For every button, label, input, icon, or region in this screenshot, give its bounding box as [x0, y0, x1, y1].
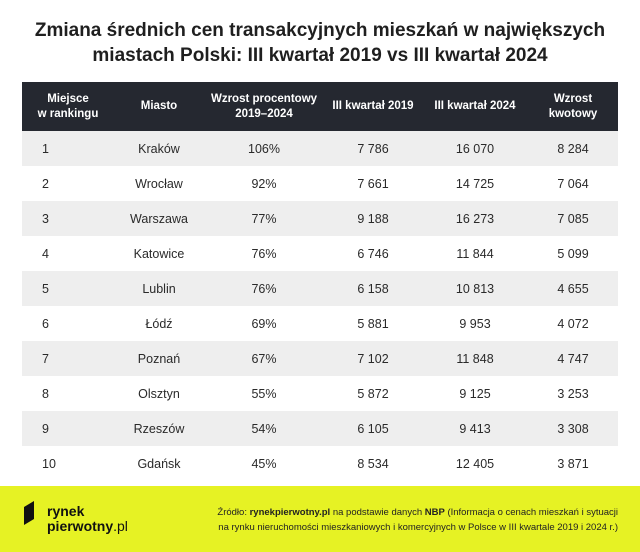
cell-rank: 10 [22, 446, 114, 481]
ranking-table: Miejsce w rankingu Miasto Wzrost procento… [22, 82, 618, 481]
cell-city: Wrocław [114, 166, 204, 201]
cell-amount-growth: 3 871 [528, 446, 618, 481]
cell-q3-2024: 9 125 [422, 376, 528, 411]
cell-city: Olsztyn [114, 376, 204, 411]
title-line-1: Zmiana średnich cen transakcyjnych miesz… [34, 20, 606, 41]
cell-amount-growth: 4 072 [528, 306, 618, 341]
cell-percent-growth: 67% [204, 341, 324, 376]
brand-logo: rynek pierwotny.pl [22, 501, 128, 537]
cell-rank: 7 [22, 341, 114, 376]
cell-q3-2019: 7 102 [324, 341, 422, 376]
cell-q3-2019: 5 881 [324, 306, 422, 341]
source-note: Źródło: rynekpierwotny.pl na podstawie d… [148, 505, 618, 535]
chart-title: Zmiana średnich cen transakcyjnych miesz… [0, 18, 640, 68]
cell-city: Katowice [114, 236, 204, 271]
cell-q3-2024: 11 848 [422, 341, 528, 376]
cell-city: Lublin [114, 271, 204, 306]
cell-percent-growth: 54% [204, 411, 324, 446]
cell-q3-2024: 14 725 [422, 166, 528, 201]
cell-rank: 6 [22, 306, 114, 341]
cell-q3-2019: 9 188 [324, 201, 422, 236]
header-rank: Miejsce w rankingu [22, 82, 114, 131]
cell-amount-growth: 7 085 [528, 201, 618, 236]
header-percent-growth: Wzrost procentowy 2019–2024 [204, 82, 324, 131]
cell-percent-growth: 55% [204, 376, 324, 411]
source-mid: na podstawie danych [330, 507, 425, 518]
table-header-row: Miejsce w rankingu Miasto Wzrost procento… [22, 82, 618, 131]
header-amount-growth: Wzrost kwotowy [528, 82, 618, 131]
cell-q3-2019: 6 746 [324, 236, 422, 271]
brand-line-1: rynek [47, 503, 85, 519]
table-row: 1 Kraków 106% 7 786 16 070 8 284 [22, 131, 618, 166]
cell-percent-growth: 106% [204, 131, 324, 166]
cell-q3-2024: 12 405 [422, 446, 528, 481]
source-nbp: NBP [424, 507, 445, 518]
cell-q3-2024: 16 273 [422, 201, 528, 236]
cell-q3-2019: 8 534 [324, 446, 422, 481]
cell-rank: 2 [22, 166, 114, 201]
cell-amount-growth: 3 253 [528, 376, 618, 411]
brand-line-2: pierwotny [47, 518, 114, 534]
cell-percent-growth: 45% [204, 446, 324, 481]
cell-city: Łódź [114, 306, 204, 341]
cell-city: Gdańsk [114, 446, 204, 481]
table-row: 3 Warszawa 77% 9 188 16 273 7 085 [22, 201, 618, 236]
brand-tld: .pl [113, 518, 128, 534]
cell-q3-2019: 6 158 [324, 271, 422, 306]
table-row: 6 Łódź 69% 5 881 9 953 4 072 [22, 306, 618, 341]
cell-rank: 8 [22, 376, 114, 411]
table-row: 2 Wrocław 92% 7 661 14 725 7 064 [22, 166, 618, 201]
cell-percent-growth: 77% [204, 201, 324, 236]
cell-amount-growth: 3 308 [528, 411, 618, 446]
header-q3-2024: III kwartał 2024 [422, 82, 528, 131]
cell-percent-growth: 76% [204, 236, 324, 271]
footer-bar: rynek pierwotny.pl Źródło: rynekpierwotn… [0, 486, 640, 552]
table-body: 1 Kraków 106% 7 786 16 070 8 284 2 Wrocław 92% 7 … [22, 131, 618, 481]
cell-rank: 4 [22, 236, 114, 271]
cell-amount-growth: 4 655 [528, 271, 618, 306]
cell-rank: 5 [22, 271, 114, 306]
table-row: 8 Olsztyn 55% 5 872 9 125 3 253 [22, 376, 618, 411]
cell-q3-2024: 11 844 [422, 236, 528, 271]
cell-q3-2019: 7 661 [324, 166, 422, 201]
table-row: 9 Rzeszów 54% 6 105 9 413 3 308 [22, 411, 618, 446]
brand-mark-icon [24, 501, 34, 525]
cell-rank: 9 [22, 411, 114, 446]
source-line-2: na rynku nieruchomości mieszkaniowych i … [218, 522, 618, 533]
cell-percent-growth: 92% [204, 166, 324, 201]
table-row: 5 Lublin 76% 6 158 10 813 4 655 [22, 271, 618, 306]
cell-q3-2019: 5 872 [324, 376, 422, 411]
cell-percent-growth: 69% [204, 306, 324, 341]
cell-amount-growth: 7 064 [528, 166, 618, 201]
table-row: 10 Gdańsk 45% 8 534 12 405 3 871 [22, 446, 618, 481]
source-site: rynekpierwotny.pl [249, 507, 331, 518]
source-rest: (Informacja o cenach mieszkań i sytuacji [444, 507, 618, 518]
cell-q3-2019: 7 786 [324, 131, 422, 166]
header-q3-2019: III kwartał 2019 [324, 82, 422, 131]
source-prefix: Źródło: [217, 507, 250, 518]
cell-city: Warszawa [114, 201, 204, 236]
cell-rank: 3 [22, 201, 114, 236]
title-line-2: miastach Polski: III kwartał 2019 vs III… [92, 45, 548, 66]
cell-city: Kraków [114, 131, 204, 166]
cell-rank: 1 [22, 131, 114, 166]
cell-city: Rzeszów [114, 411, 204, 446]
cell-percent-growth: 76% [204, 271, 324, 306]
header-city: Miasto [114, 82, 204, 131]
cell-amount-growth: 4 747 [528, 341, 618, 376]
cell-q3-2024: 9 953 [422, 306, 528, 341]
cell-q3-2024: 9 413 [422, 411, 528, 446]
cell-q3-2024: 10 813 [422, 271, 528, 306]
table-row: 4 Katowice 76% 6 746 11 844 5 099 [22, 236, 618, 271]
cell-amount-growth: 5 099 [528, 236, 618, 271]
table-row: 7 Poznań 67% 7 102 11 848 4 747 [22, 341, 618, 376]
cell-q3-2024: 16 070 [422, 131, 528, 166]
cell-city: Poznań [114, 341, 204, 376]
brand-wordmark: rynek pierwotny.pl [47, 504, 128, 534]
cell-amount-growth: 8 284 [528, 131, 618, 166]
cell-q3-2019: 6 105 [324, 411, 422, 446]
